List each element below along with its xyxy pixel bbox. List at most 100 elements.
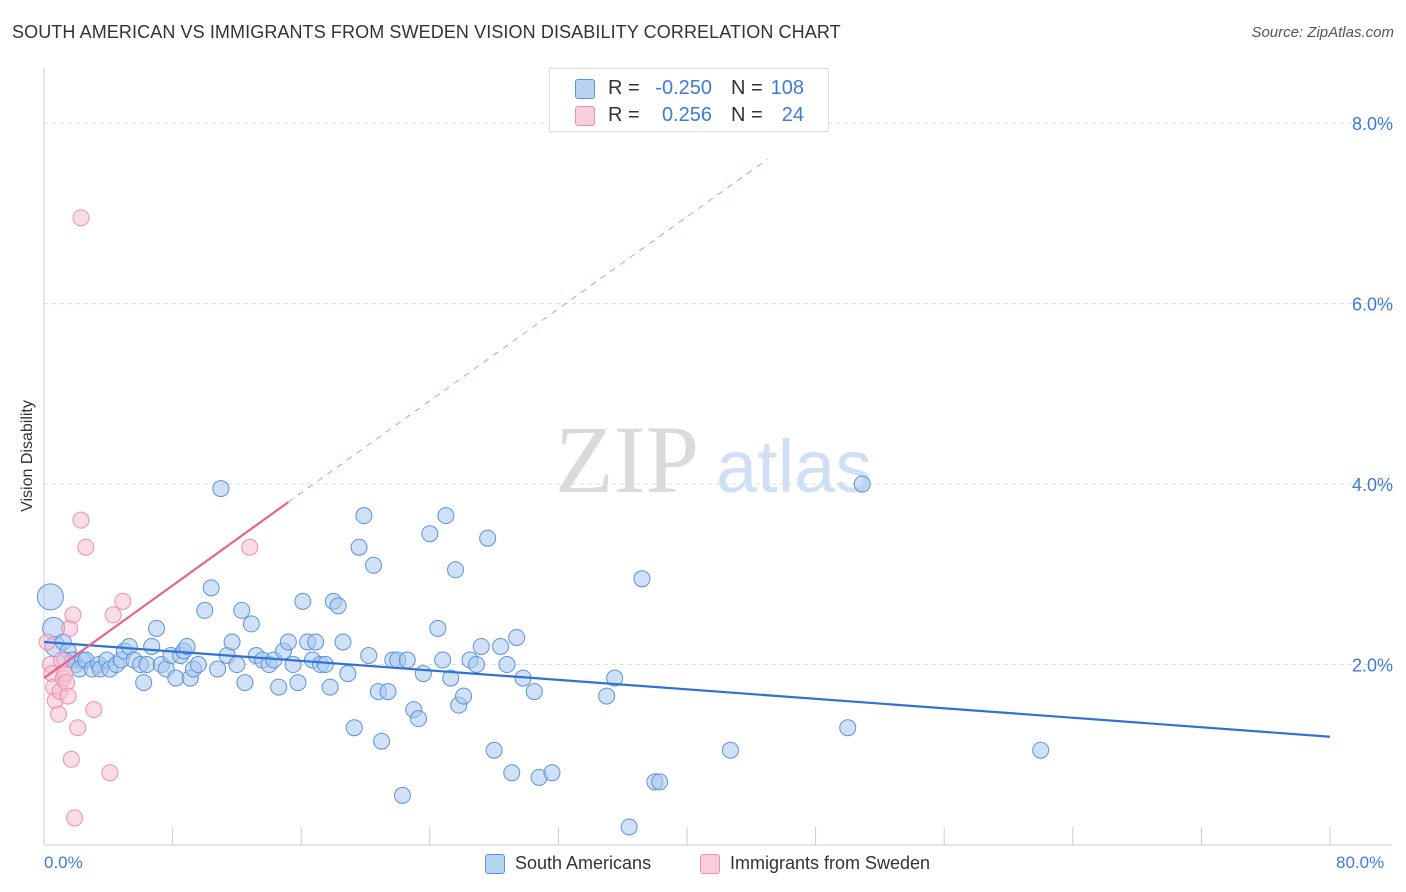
south-american-point: [209, 660, 227, 678]
south-american-point: [479, 529, 497, 547]
sweden-trend-line: [43, 501, 289, 679]
south-american-point: [373, 732, 391, 750]
south-american-point: [721, 741, 739, 759]
south-american-point: [242, 615, 260, 633]
south-american-point: [447, 561, 465, 579]
south-american-point: [360, 647, 378, 665]
legend-n-label: N =: [731, 77, 763, 99]
south-american-point: [279, 633, 297, 651]
y-tick-label: 8.0%: [1352, 114, 1393, 134]
south-american-point: [429, 619, 447, 637]
south-american-point: [467, 656, 485, 674]
south-american-point: [223, 633, 241, 651]
south-american-point: [228, 656, 246, 674]
south-american-point: [508, 628, 526, 646]
south-american-point: [294, 592, 312, 610]
south-american-point: [167, 669, 185, 687]
x-tick-label-min: 0.0%: [44, 853, 83, 872]
south-american-point: [1032, 741, 1050, 759]
sweden-point: [59, 687, 77, 705]
south-american-point: [853, 475, 871, 493]
legend-r-label: R =: [608, 104, 640, 126]
legend-swatch-pink: [700, 854, 720, 874]
sweden-point: [72, 511, 90, 529]
south-american-point: [135, 674, 153, 692]
source-label: Source: ZipAtlas.com: [1251, 24, 1394, 41]
south-american-point: [620, 818, 638, 836]
south-american-point: [410, 710, 428, 728]
south-american-point: [334, 633, 352, 651]
south-american-point: [437, 507, 455, 525]
south-american-point: [321, 678, 339, 696]
south-american-point: [472, 637, 490, 655]
south-american-point: [270, 678, 288, 696]
legend-swatch-blue: [485, 854, 505, 874]
legend-label: South Americans: [515, 853, 652, 873]
legend-n-value: 108: [770, 77, 804, 99]
south-americans-trend-line: [43, 640, 1331, 738]
y-tick-label: 6.0%: [1352, 295, 1393, 315]
south-american-point: [345, 719, 363, 737]
data-points: [36, 209, 1050, 836]
south-american-point: [633, 570, 651, 588]
legend-label: Immigrants from Sweden: [730, 853, 931, 873]
legend-swatch-blue: [575, 79, 595, 99]
legend-r-value: 0.256: [661, 104, 712, 126]
south-american-point: [543, 764, 561, 782]
south-american-point: [839, 719, 857, 737]
watermark-atlas: atlas: [716, 425, 872, 508]
legend-r-value: -0.250: [655, 77, 712, 99]
south-american-point: [36, 583, 64, 611]
south-american-point: [236, 674, 254, 692]
sweden-point: [49, 705, 67, 723]
sweden-point: [66, 809, 84, 827]
south-american-point: [606, 669, 624, 687]
south-american-point: [189, 656, 207, 674]
south-american-point: [525, 683, 543, 701]
sweden-point: [85, 701, 103, 719]
south-american-point: [307, 633, 325, 651]
sweden-point: [104, 606, 122, 624]
x-tick-label-max: 80.0%: [1336, 853, 1385, 872]
trend-lines: [43, 158, 1331, 738]
south-american-point: [455, 687, 473, 705]
sweden-trend-extension: [288, 158, 768, 503]
south-american-point: [365, 556, 383, 574]
south-american-point: [355, 507, 373, 525]
south-american-point: [289, 674, 307, 692]
sweden-point: [62, 750, 80, 768]
south-american-point: [143, 637, 161, 655]
chart-title: SOUTH AMERICAN VS IMMIGRANTS FROM SWEDEN…: [12, 22, 841, 42]
legend-r-label: R =: [608, 77, 640, 99]
south-american-point: [212, 480, 230, 498]
legend-n-label: N =: [731, 104, 763, 126]
south-american-point: [316, 656, 334, 674]
south-american-point: [492, 637, 510, 655]
south-american-point: [503, 764, 521, 782]
south-american-point: [414, 665, 432, 683]
south-american-point: [421, 525, 439, 543]
y-tick-labels: 2.0% 4.0% 6.0% 8.0%: [1352, 114, 1393, 675]
sweden-point: [114, 592, 132, 610]
south-american-point: [598, 687, 616, 705]
legend-row-south-americans: R = -0.250 N = 108: [550, 75, 828, 99]
south-american-point: [651, 773, 669, 791]
sweden-point: [101, 764, 119, 782]
south-american-point: [138, 656, 156, 674]
legend-swatch-pink: [575, 106, 595, 126]
south-american-point: [196, 601, 214, 619]
south-american-point: [442, 669, 460, 687]
south-american-point: [233, 601, 251, 619]
y-tick-label: 2.0%: [1352, 656, 1393, 676]
watermark-zip: ZIP: [555, 406, 699, 513]
sweden-point: [241, 538, 259, 556]
sweden-point: [72, 209, 90, 227]
grid-lines: [44, 122, 1392, 666]
watermark: ZIP atlas: [555, 406, 872, 513]
correlation-legend: R = -0.250 N = 108 R = 0.256 N = 24: [549, 68, 829, 132]
south-american-point: [485, 741, 503, 759]
south-american-point: [498, 656, 516, 674]
south-american-point: [148, 619, 166, 637]
legend-n-value: 24: [781, 104, 804, 126]
